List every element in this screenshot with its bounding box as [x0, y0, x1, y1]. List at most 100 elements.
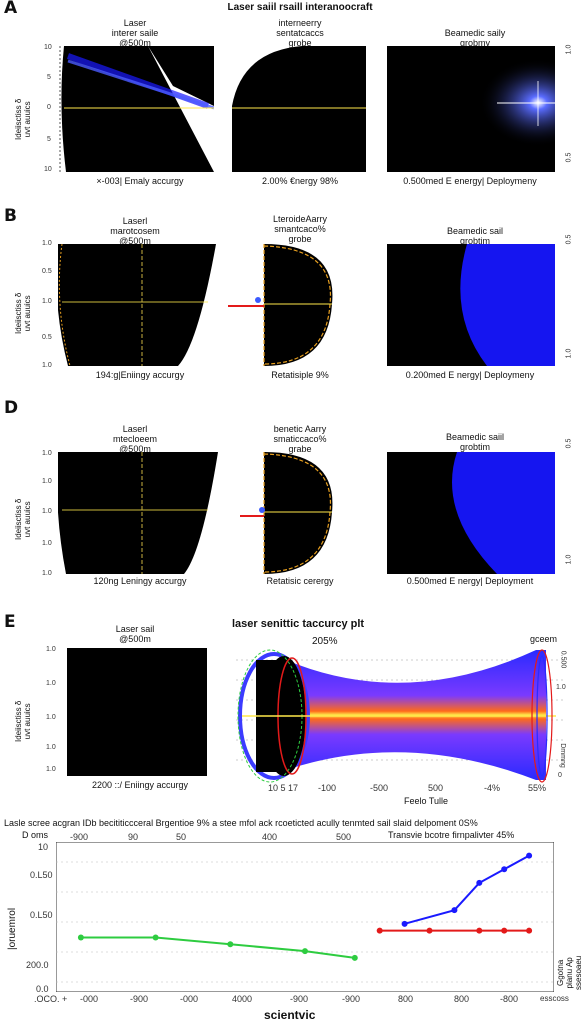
row-e-right-tick-1: 1.0	[556, 684, 566, 691]
row-e-tick-2: 1.0	[46, 714, 56, 721]
bottom-ytick-1: 0.L50	[30, 870, 53, 880]
row-d-tick-1: 1.0	[42, 478, 52, 485]
row-b-mid-plot	[228, 244, 333, 366]
row-a-left-plot	[59, 46, 214, 172]
row-a-tick-2: 0	[47, 104, 51, 111]
row-a-tick-0: 10	[44, 44, 52, 51]
panel-letter-d: D	[4, 398, 19, 418]
row-b-left-plot	[58, 244, 216, 366]
row-e-mid-subtitle: 205%	[312, 636, 338, 647]
series-1-point-0	[376, 927, 383, 934]
row-b-left-title: Laserl marotcosem @500m	[110, 216, 160, 246]
row-e-xtick-4: -4%	[484, 783, 501, 793]
bottom-title: Lasle scree acgran IDb becititiccceral B…	[4, 818, 478, 828]
row-d-right-tick-0: 0.5	[565, 438, 573, 449]
row-d-mid-title: benetic Aarry smaticcaco% grabe	[273, 424, 327, 454]
bottom-ytick-4: 0.0	[36, 984, 49, 994]
row-e-right-tick-0: 0.500	[559, 650, 567, 669]
bottom-ytick-2: 0.L50	[30, 910, 53, 920]
bottom-xtick-2: -900	[130, 994, 149, 1004]
series-2-point-0	[77, 934, 84, 941]
bottom-xtick-0: .OCO. +	[34, 994, 68, 1004]
series-1-point-3	[501, 927, 508, 934]
row-b-tick-2: 1.0	[42, 298, 52, 305]
row-b-tick-3: 0.5	[42, 334, 52, 341]
row-b-right-tick-0: 0.5	[565, 234, 573, 245]
row-b-tick-0: 1.0	[42, 240, 52, 247]
panel-letter-e: E	[4, 612, 16, 632]
row-a-mid-caption: 2.00% €nergy 98%	[261, 176, 339, 186]
row-d-right-tick-1: 1.0	[565, 554, 573, 565]
row-b-y-label: Ideiisctiss δ uvt auuics	[14, 292, 32, 334]
row-a-right-tick-0: 1.0	[565, 44, 573, 55]
row-a-mid-plot	[232, 46, 366, 172]
series-2-point-1	[152, 934, 159, 941]
row-e-left-caption: 2200 ::/ Eniingy accurgy	[91, 780, 189, 790]
row-a-tick-1: 5	[47, 74, 51, 81]
panel-letter-a: A	[4, 0, 18, 18]
bottom-xtick-6: -900	[342, 994, 361, 1004]
series-2-point-2	[227, 941, 234, 948]
bottom-xtick-9: -800	[500, 994, 519, 1004]
row-d-tick-4: 1.0	[42, 570, 52, 577]
row-d-mid-caption: Retatisic cerergy	[266, 576, 334, 586]
bottom-top-tick-3: 400	[262, 832, 278, 842]
series-2-point-4	[351, 954, 358, 961]
row-e-mid-title: laser senittic taccurcy plt	[232, 618, 365, 630]
row-b-left-caption: 194:g|Eniingy accurgy	[95, 370, 185, 380]
row-a-tick-4: 10	[44, 166, 52, 173]
bottom-right-label: Ggotna planu Ap ssesoaeu	[556, 955, 583, 990]
row-d-left-plot	[58, 452, 218, 574]
bottom-xtick-10: esscoss	[540, 994, 569, 1003]
series-0-point-4	[526, 852, 533, 859]
row-a-right-tick-1: 0.5	[565, 152, 573, 163]
row-d-right-plot	[387, 452, 555, 574]
bottom-top-tick-0: -900	[70, 832, 89, 842]
bottom-xtick-7: 800	[398, 994, 414, 1004]
bottom-top-tick-1: 90	[128, 832, 139, 842]
row-e-right-tick-3: 0	[558, 772, 562, 779]
row-e-left-plot	[67, 648, 207, 776]
bottom-xtick-1: -000	[80, 994, 99, 1004]
bottom-top-tick-2: 50	[176, 832, 187, 842]
bottom-ytick-0: 10	[38, 842, 49, 852]
row-e-beam-plot	[236, 649, 566, 783]
row-e-xtick-2: -500	[370, 783, 389, 793]
row-b-mid-caption: Retatisiple 9%	[271, 370, 329, 380]
row-b-tick-4: 1.0	[42, 362, 52, 369]
bottom-xtick-3: -000	[180, 994, 199, 1004]
row-a-right-title: Beamedic saily grobmy	[444, 28, 506, 48]
series-1-point-1	[426, 927, 433, 934]
row-e-xtick-0: 10 5 17	[268, 783, 299, 793]
bottom-x-label: scientvic	[264, 1008, 316, 1022]
row-b-mid-title: LteroideAarry smantcaco% grobe	[272, 214, 328, 244]
bottom-xtick-8: 800	[454, 994, 470, 1004]
row-b-right-plot	[387, 244, 555, 366]
bottom-xtick-5: -900	[290, 994, 309, 1004]
bottom-subtitle-right: Transvie bcotre firnpalivter 45%	[388, 830, 515, 840]
row-a-right-caption: 0.500med E energy| Deploymeny	[403, 176, 537, 186]
series-1-point-4	[526, 927, 533, 934]
bottom-top-tick-4: 500	[336, 832, 352, 842]
row-e-left-title: Laser sail @500m	[115, 624, 155, 644]
row-e-tick-4: 1.0	[46, 766, 56, 773]
bottom-ytick-3: 200.0	[26, 960, 49, 970]
row-e-y-label: Ideiisctiss δ uvt auuics	[14, 700, 32, 742]
row-a-mid-title: interneerry sentatcaccs grobe	[276, 18, 324, 48]
row-b-right-tick-1: 1.0	[565, 348, 573, 359]
series-0-point-2	[476, 879, 483, 886]
row-e-tick-3: 1.0	[46, 744, 56, 751]
row-d-tick-0: 1.0	[42, 450, 52, 457]
row-d-tick-3: 1.0	[42, 540, 52, 547]
row-e-xtick-5: 55%	[528, 783, 547, 793]
row-a-tick-3: 5	[47, 136, 51, 143]
bottom-xtick-4: 4000	[232, 994, 253, 1004]
series-0-point-3	[501, 866, 508, 873]
row-d-y-label: Ideiisctiss δ uvt auuics	[14, 498, 32, 540]
row-d-mid-plot	[240, 452, 333, 574]
panel-letter-b: B	[4, 206, 17, 226]
row-d-right-title: Beamedic saiil grobtim	[445, 432, 505, 452]
bottom-subtitle-left: D oms	[22, 830, 49, 840]
row-d-left-title: Laserl mtecloeem @500m	[112, 424, 157, 454]
row-d-right-caption: 0.500med E nergy| Deployment	[406, 576, 534, 586]
